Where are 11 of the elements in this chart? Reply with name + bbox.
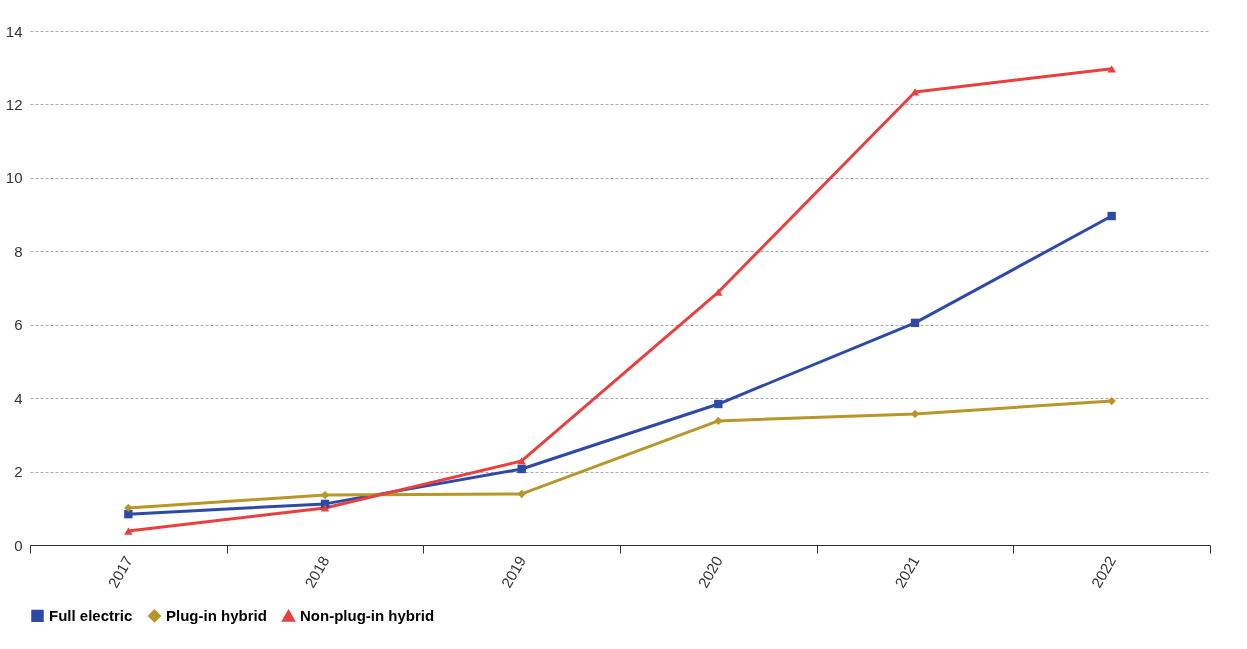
- legend-label: Full electric: [49, 606, 133, 624]
- y-tick-label: 10: [5, 169, 23, 187]
- y-tick-label: 14: [5, 22, 23, 40]
- y-tick-label: 4: [14, 389, 23, 407]
- y-tick-label: 12: [5, 95, 23, 113]
- legend-label: Plug-in hybrid: [166, 606, 267, 624]
- y-tick-label: 0: [14, 536, 23, 554]
- y-tick-label: 2: [14, 463, 23, 481]
- y-tick-label: 6: [14, 316, 23, 334]
- legend-label: Non-plug-in hybrid: [300, 607, 435, 625]
- y-tick-label: 8: [14, 242, 23, 260]
